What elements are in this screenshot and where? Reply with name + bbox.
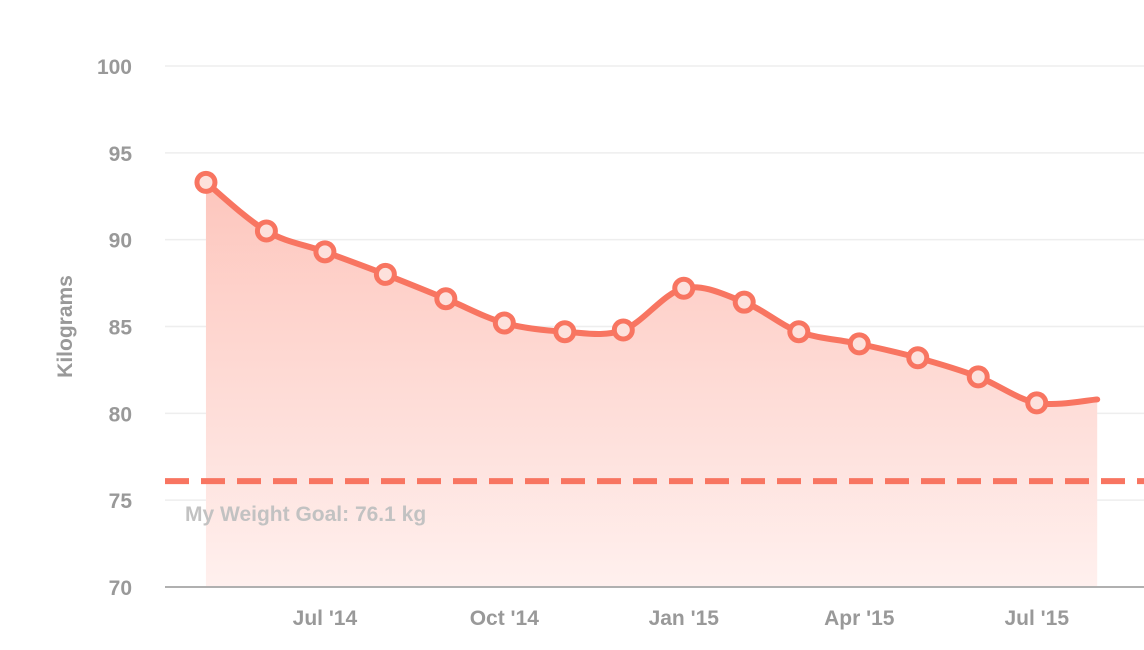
goal-label: My Weight Goal: 76.1 kg [185,503,426,526]
data-point[interactable] [787,320,811,344]
y-tick-label: 85 [109,317,133,340]
y-tick-label: 70 [109,577,132,600]
data-point[interactable] [553,320,577,344]
data-point[interactable] [611,318,635,342]
x-axis-ticks: Jul '14 Oct '14 Jan '15 Apr '15 Jul '15 [293,607,1070,630]
y-axis-title: Kilograms [54,275,77,378]
y-tick-label: 100 [97,56,132,79]
data-point[interactable] [966,365,990,389]
x-tick-label: Apr '15 [824,607,895,630]
data-point[interactable] [906,346,930,370]
y-axis-ticks: 100 95 90 85 80 75 70 [97,56,132,600]
data-point[interactable] [1025,391,1049,415]
y-tick-label: 95 [109,143,133,166]
data-point[interactable] [434,287,458,311]
data-point[interactable] [254,219,278,243]
data-point[interactable] [373,262,397,286]
data-point[interactable] [313,240,337,264]
y-tick-label: 90 [109,230,132,253]
series-area-fill [205,182,1098,588]
x-tick-label: Oct '14 [470,607,540,630]
data-point[interactable] [847,332,871,356]
series-markers [194,170,1049,415]
x-tick-label: Jan '15 [649,607,720,630]
data-point[interactable] [492,311,516,335]
data-point[interactable] [194,170,218,194]
data-point[interactable] [732,290,756,314]
series-line [202,179,1101,408]
x-tick-label: Jul '14 [293,607,358,630]
data-point[interactable] [672,276,696,300]
y-tick-label: 80 [109,403,132,426]
x-tick-label: Jul '15 [1004,607,1069,630]
y-tick-label: 75 [109,490,133,513]
